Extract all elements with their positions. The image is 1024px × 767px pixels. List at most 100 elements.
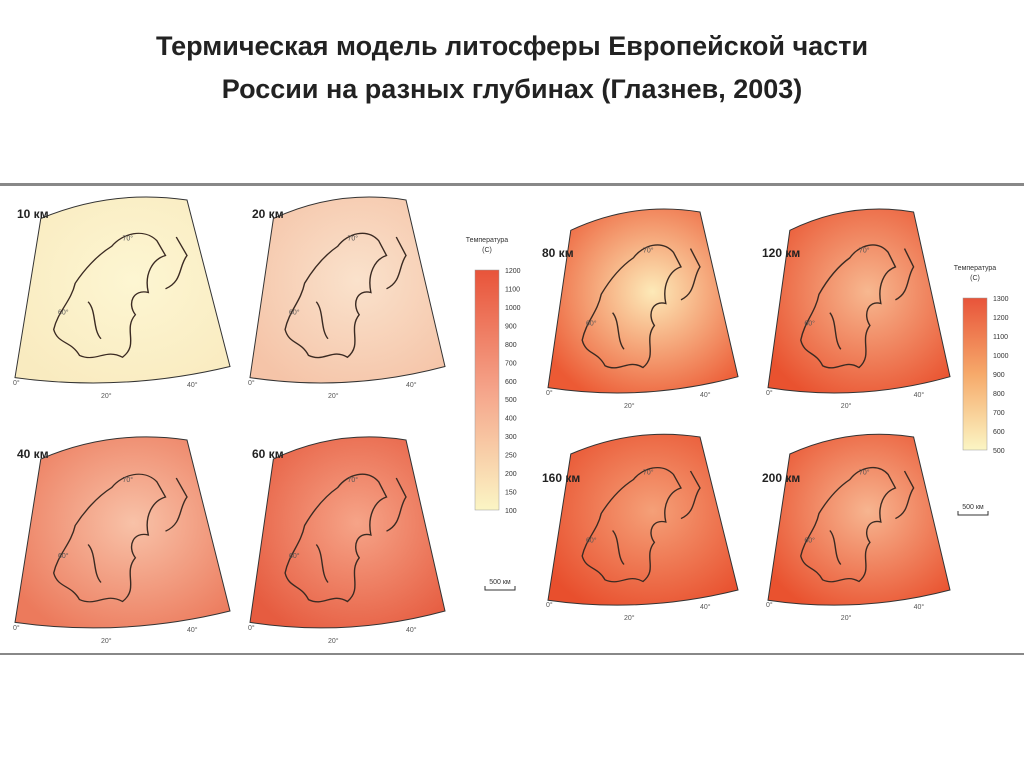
- graticule-label: 40°: [187, 381, 198, 389]
- graticule-label: 0°: [546, 601, 553, 609]
- scale-bar-label: 500 км: [962, 504, 984, 511]
- legend-label: 1100: [505, 286, 520, 293]
- coastline: [800, 466, 915, 583]
- graticule-label: 0°: [13, 624, 20, 632]
- graticule-label: 20°: [624, 402, 635, 410]
- legend-label: 1000: [993, 353, 1009, 360]
- legend-label: 700: [993, 410, 1005, 417]
- graticule-label: 60°: [586, 536, 597, 544]
- legend-label: 900: [993, 372, 1005, 379]
- map-sector: [14, 436, 231, 629]
- legend-label: 900: [505, 323, 517, 330]
- legend-unit: (С): [482, 247, 492, 254]
- legend-label: 1000: [505, 305, 521, 312]
- graticule-label: 60°: [804, 536, 815, 544]
- graticule-label: 70°: [348, 476, 359, 484]
- panel-label: 40 км: [17, 447, 49, 461]
- graticule-label: 0°: [248, 624, 255, 632]
- graticule-label: 40°: [700, 391, 711, 399]
- scale-bar: [957, 511, 989, 516]
- legend-label: 1100: [993, 334, 1008, 341]
- legend-label: 1200: [993, 315, 1009, 322]
- title-line: России на разных глубинах (Глазнев, 2003…: [222, 74, 803, 104]
- graticule-label: 20°: [328, 637, 339, 645]
- panel-label: 160 км: [542, 471, 580, 485]
- graticule-label: 60°: [58, 309, 69, 317]
- panel-label: 20 км: [252, 207, 284, 221]
- graticule-label: 0°: [766, 601, 773, 609]
- graticule-label: 60°: [586, 319, 597, 327]
- map-figure: 10 км 70° 60° 0° 20° 40° 20 км 70° 60° 0° 20° 40° 40…: [13, 196, 1009, 645]
- graticule-label: 20°: [101, 637, 112, 645]
- legend-label: 800: [505, 342, 517, 349]
- graticule-label: 0°: [546, 389, 553, 397]
- map-sector: [767, 433, 951, 606]
- coastline: [581, 244, 701, 369]
- coastline: [52, 232, 188, 359]
- graticule-label: 60°: [289, 552, 300, 560]
- legend-label: 700: [505, 360, 517, 367]
- graticule-label: 40°: [406, 626, 417, 634]
- graticule-label: 20°: [624, 614, 635, 622]
- legend-label: 600: [505, 379, 517, 386]
- legend-bar: [474, 269, 500, 511]
- legend-title: Температура: [466, 237, 509, 244]
- graticule-label: 20°: [841, 402, 852, 410]
- panel-label: 10 км: [17, 207, 49, 221]
- divider: [0, 653, 1024, 655]
- graticule-label: 60°: [289, 309, 300, 317]
- legend-title: Температура: [954, 265, 997, 272]
- legend-label: 200: [505, 471, 517, 478]
- panel-label: 80 км: [542, 246, 574, 260]
- title-line: Термическая модель литосферы Европейской…: [156, 31, 868, 61]
- graticule-label: 40°: [700, 603, 711, 611]
- panel-label: 200 км: [762, 471, 800, 485]
- legend-label: 1200: [505, 268, 521, 275]
- graticule-label: 70°: [348, 235, 359, 243]
- map-sector: [547, 208, 739, 394]
- scale-bar: [484, 586, 516, 591]
- graticule-label: 70°: [123, 476, 134, 484]
- legend-label: 100: [505, 508, 517, 515]
- legend-bar: [962, 297, 988, 451]
- legend-label: 150: [505, 490, 517, 497]
- graticule-label: 20°: [328, 392, 339, 400]
- legend-label: 500: [505, 397, 517, 404]
- graticule-label: 60°: [58, 552, 69, 560]
- panel-label: 60 км: [252, 447, 284, 461]
- scale-bar-label: 500 км: [489, 579, 511, 586]
- map-sector: [767, 208, 951, 394]
- graticule-label: 70°: [859, 468, 870, 476]
- map-sector: [249, 196, 446, 384]
- divider: [0, 183, 1024, 186]
- graticule-label: 0°: [248, 379, 255, 387]
- graticule-label: 20°: [101, 392, 112, 400]
- panel-label: 120 км: [762, 246, 800, 260]
- graticule-label: 60°: [804, 319, 815, 327]
- graticule-label: 0°: [766, 389, 773, 397]
- graticule-label: 70°: [859, 246, 870, 254]
- coastline: [52, 473, 188, 603]
- coastline: [581, 467, 701, 583]
- legend-label: 400: [505, 416, 517, 423]
- graticule-label: 70°: [123, 235, 134, 243]
- coastline: [800, 244, 915, 369]
- map-sector: [249, 436, 446, 629]
- legend-label: 300: [505, 434, 517, 441]
- coastline: [284, 232, 407, 359]
- legend-label: 1300: [993, 296, 1009, 303]
- legend-label: 250: [505, 453, 517, 460]
- map-sector: [14, 196, 231, 384]
- graticule-label: 40°: [914, 391, 925, 399]
- graticule-label: 0°: [13, 379, 20, 387]
- map-sector: [547, 433, 739, 606]
- graticule-label: 40°: [914, 603, 925, 611]
- legend-label: 500: [993, 448, 1005, 455]
- legend-unit: (С): [970, 275, 980, 282]
- graticule-label: 20°: [841, 614, 852, 622]
- legend-label: 600: [993, 429, 1005, 436]
- graticule-label: 70°: [643, 468, 654, 476]
- graticule-label: 40°: [406, 381, 417, 389]
- legend-label: 800: [993, 391, 1005, 398]
